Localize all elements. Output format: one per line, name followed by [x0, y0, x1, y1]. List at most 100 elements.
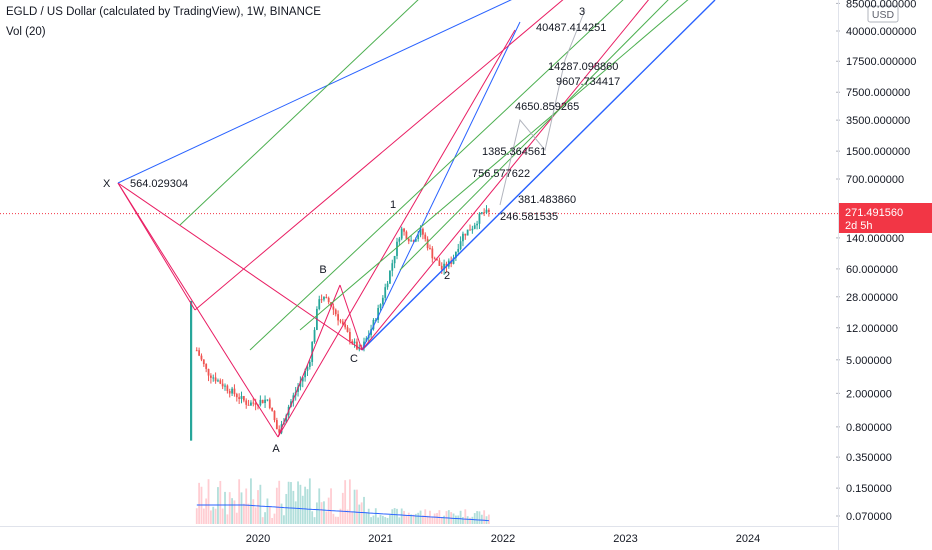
time-axis[interactable]: 2020 2021 2022 2023 2024 — [246, 533, 760, 545]
candle-body — [433, 258, 436, 260]
volume-bar — [205, 498, 208, 524]
candle-body — [438, 260, 441, 266]
volume-bar — [391, 509, 394, 524]
volume-bar — [353, 489, 356, 524]
time-tick: 2021 — [368, 533, 392, 545]
volume-bar — [292, 490, 295, 524]
chart-annotations: X 564.029304 A B C 1 2 3 40487.414251 14287.09886… — [103, 6, 620, 455]
candle-body — [214, 377, 217, 382]
candle-body — [457, 248, 460, 252]
candle-body — [285, 415, 288, 423]
volume-bar — [374, 508, 377, 524]
volume-bar — [398, 517, 401, 524]
candle-body — [301, 377, 304, 382]
candle-body — [372, 319, 375, 330]
candle-body — [205, 364, 208, 369]
label-c: C — [350, 353, 358, 365]
candle-body — [381, 297, 384, 305]
volume-bar — [386, 517, 389, 524]
candle-body — [445, 263, 448, 267]
volume-bar — [363, 496, 365, 524]
candle-body — [299, 381, 302, 387]
volume-bar — [219, 480, 222, 524]
candle-body — [254, 402, 257, 405]
volume-bar — [308, 478, 311, 524]
label-a: A — [272, 443, 280, 455]
candle-body — [462, 233, 464, 242]
volume-bar — [419, 510, 422, 524]
volume-bar — [433, 513, 436, 524]
volume-bar — [247, 503, 250, 524]
currency-badge[interactable]: USD — [872, 9, 895, 21]
volume-bar — [436, 513, 438, 524]
candle-body — [414, 239, 417, 242]
volume-bar — [304, 486, 307, 524]
candle-body — [318, 299, 321, 310]
candle-body — [384, 287, 387, 298]
volume-bar — [337, 516, 339, 524]
candle-body — [297, 386, 299, 392]
candle-body — [419, 228, 422, 236]
volume-bar — [273, 513, 276, 524]
volume-bar — [384, 517, 387, 524]
volume-bar — [412, 514, 415, 524]
candle-body — [412, 240, 415, 242]
pitchfork-thrust-blue — [361, 21, 521, 351]
price-tick: 140.000000 — [846, 233, 904, 245]
candle-body — [426, 238, 429, 249]
candle-body — [422, 228, 424, 235]
volume-bar — [487, 514, 490, 524]
candle-body — [240, 396, 243, 399]
candle-body — [334, 309, 337, 315]
price-axis[interactable]: USD 85000.000000 40000.000000 17500.000000… — [839, 0, 932, 523]
volume-bar — [367, 508, 370, 524]
candle-body — [464, 233, 467, 236]
volume-bar — [231, 498, 233, 524]
volume-bar — [233, 500, 236, 524]
candle-body — [245, 400, 248, 405]
volume-bar — [447, 510, 450, 524]
pitchfork-lower-blue — [361, 0, 716, 351]
pitchfork-red-inner — [361, 0, 650, 351]
candle-body — [325, 297, 328, 299]
candle-body — [485, 209, 488, 213]
candle-body — [391, 263, 394, 271]
volume-bar — [414, 513, 417, 524]
candle-body — [410, 240, 413, 242]
price-tick: 28.000000 — [846, 292, 898, 304]
candle-body — [247, 404, 250, 406]
candle-body — [261, 399, 264, 404]
pattern-xc-leg — [117, 182, 363, 351]
candle-body — [344, 324, 347, 328]
pitchfork-red-median — [194, 0, 564, 311]
target-label: 1385.364561 — [482, 146, 546, 158]
candle-body — [471, 228, 474, 231]
pitchfork-green-2 — [249, 0, 624, 351]
volume-bar — [318, 488, 321, 524]
target-label: 381.483860 — [518, 194, 576, 206]
candle-body — [339, 320, 342, 322]
candle-body — [487, 209, 490, 213]
volume-bar — [372, 515, 375, 524]
pattern-ab-leg — [277, 284, 341, 438]
candle-body — [212, 377, 215, 379]
candle-body — [405, 231, 408, 239]
candle-body — [341, 321, 344, 325]
volume-bar — [320, 502, 323, 524]
price-tick: 0.070000 — [846, 511, 892, 523]
volume-bar — [250, 478, 252, 524]
candle-body — [466, 229, 469, 236]
candle-body — [417, 235, 420, 240]
volume-bar — [431, 517, 434, 524]
volume-bar — [306, 489, 309, 524]
volume-bar — [299, 484, 302, 524]
volume-bar — [365, 512, 368, 524]
volume-bar — [469, 517, 471, 524]
volume-bar — [457, 515, 460, 524]
volume-indicator-label[interactable]: Vol (20) — [6, 26, 46, 38]
candle-body — [238, 397, 241, 399]
pitchfork-green-3 — [299, 0, 689, 331]
volume-bar — [346, 509, 349, 524]
candle-body — [231, 388, 233, 394]
